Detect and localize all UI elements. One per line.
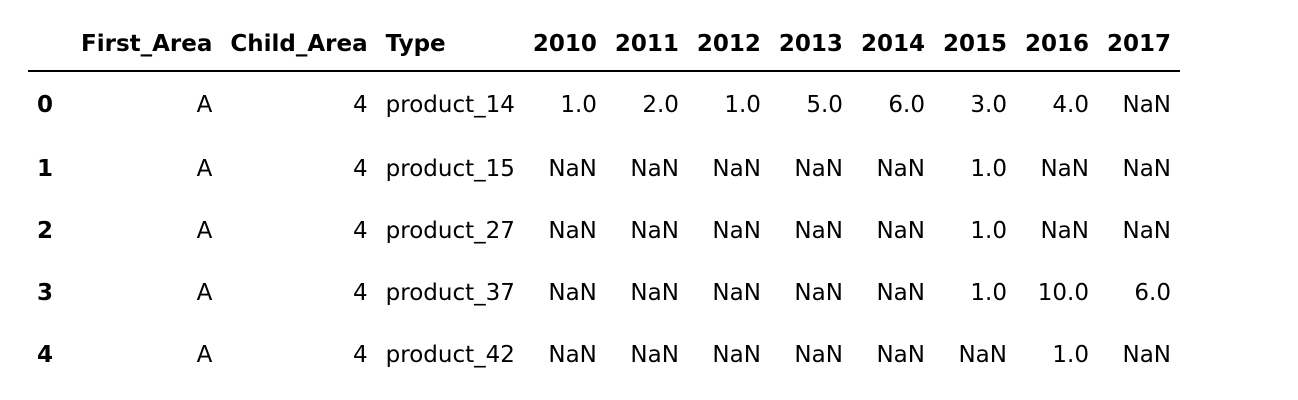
cell-2011: 2.0 (642, 92, 679, 118)
column-header-2016: 2016 (1015, 18, 1098, 72)
cell-first-area: A (196, 218, 213, 244)
cell-2013: 5.0 (806, 92, 843, 118)
column-header-2014: 2014 (851, 18, 934, 72)
column-header-first-area: First_Area (72, 18, 222, 72)
column-header-2015: 2015 (933, 18, 1016, 72)
cell-2015: 1.0 (970, 280, 1007, 306)
cell-type: product_42 (385, 342, 515, 368)
cell-2013: NaN (794, 342, 843, 368)
cell-child-area: 4 (353, 218, 368, 244)
header-row: First_Area Child_Area Type 2010 2011 201… (28, 18, 1180, 72)
row-index: 0 (37, 92, 54, 118)
cell-2017: 6.0 (1134, 280, 1171, 306)
cell-2016: NaN (1040, 156, 1089, 182)
cell-2011: NaN (630, 342, 679, 368)
cell-2014: 6.0 (888, 92, 925, 118)
cell-first-area: A (196, 156, 213, 182)
cell-2010: NaN (548, 156, 597, 182)
column-header-child-area: Child_Area (221, 18, 377, 72)
column-header-2017: 2017 (1097, 18, 1180, 72)
column-header-2013: 2013 (769, 18, 852, 72)
cell-type: product_14 (385, 92, 515, 118)
cell-first-area: A (196, 280, 213, 306)
cell-2017: NaN (1122, 92, 1171, 118)
cell-2014: NaN (876, 218, 925, 244)
column-header-2012: 2012 (687, 18, 770, 72)
column-header-2010: 2010 (523, 18, 606, 72)
row-index: 2 (37, 218, 54, 244)
cell-2013: NaN (794, 280, 843, 306)
column-header-2011: 2011 (605, 18, 688, 72)
cell-2012: NaN (712, 156, 761, 182)
cell-2012: 1.0 (724, 92, 761, 118)
cell-2012: NaN (712, 342, 761, 368)
table-row: 0 A 4 product_14 1.0 2.0 1.0 5.0 6.0 3.0… (28, 71, 1180, 138)
cell-2015: 1.0 (970, 156, 1007, 182)
row-index: 4 (37, 342, 54, 368)
row-index: 1 (37, 156, 54, 182)
cell-2016: NaN (1040, 218, 1089, 244)
cell-2011: NaN (630, 156, 679, 182)
table-row: 1 A 4 product_15 NaN NaN NaN NaN NaN 1.0… (28, 138, 1180, 200)
cell-2013: NaN (794, 218, 843, 244)
cell-2017: NaN (1122, 218, 1171, 244)
table-row: 3 A 4 product_37 NaN NaN NaN NaN NaN 1.0… (28, 262, 1180, 324)
cell-child-area: 4 (353, 280, 368, 306)
cell-2015: NaN (958, 342, 1007, 368)
cell-2012: NaN (712, 218, 761, 244)
cell-2014: NaN (876, 156, 925, 182)
cell-2011: NaN (630, 280, 679, 306)
cell-2010: NaN (548, 280, 597, 306)
cell-child-area: 4 (353, 342, 368, 368)
cell-child-area: 4 (353, 156, 368, 182)
cell-first-area: A (196, 92, 213, 118)
cell-child-area: 4 (353, 92, 368, 118)
cell-2016: 10.0 (1037, 280, 1089, 306)
cell-2014: NaN (876, 342, 925, 368)
cell-2010: NaN (548, 218, 597, 244)
dataframe-table: First_Area Child_Area Type 2010 2011 201… (28, 18, 1180, 386)
cell-2016: 4.0 (1052, 92, 1089, 118)
cell-2015: 1.0 (970, 218, 1007, 244)
cell-2010: 1.0 (560, 92, 597, 118)
cell-type: product_27 (385, 218, 515, 244)
cell-type: product_15 (385, 156, 515, 182)
cell-2017: NaN (1122, 156, 1171, 182)
cell-2011: NaN (630, 218, 679, 244)
row-index: 3 (37, 280, 54, 306)
table-row: 4 A 4 product_42 NaN NaN NaN NaN NaN NaN… (28, 324, 1180, 386)
column-header-index (28, 18, 72, 72)
cell-type: product_37 (385, 280, 515, 306)
cell-2017: NaN (1122, 342, 1171, 368)
cell-2012: NaN (712, 280, 761, 306)
column-header-type: Type (376, 18, 524, 72)
cell-2016: 1.0 (1052, 342, 1089, 368)
table-row: 2 A 4 product_27 NaN NaN NaN NaN NaN 1.0… (28, 200, 1180, 262)
cell-first-area: A (196, 342, 213, 368)
cell-2014: NaN (876, 280, 925, 306)
cell-2013: NaN (794, 156, 843, 182)
cell-2010: NaN (548, 342, 597, 368)
cell-2015: 3.0 (970, 92, 1007, 118)
